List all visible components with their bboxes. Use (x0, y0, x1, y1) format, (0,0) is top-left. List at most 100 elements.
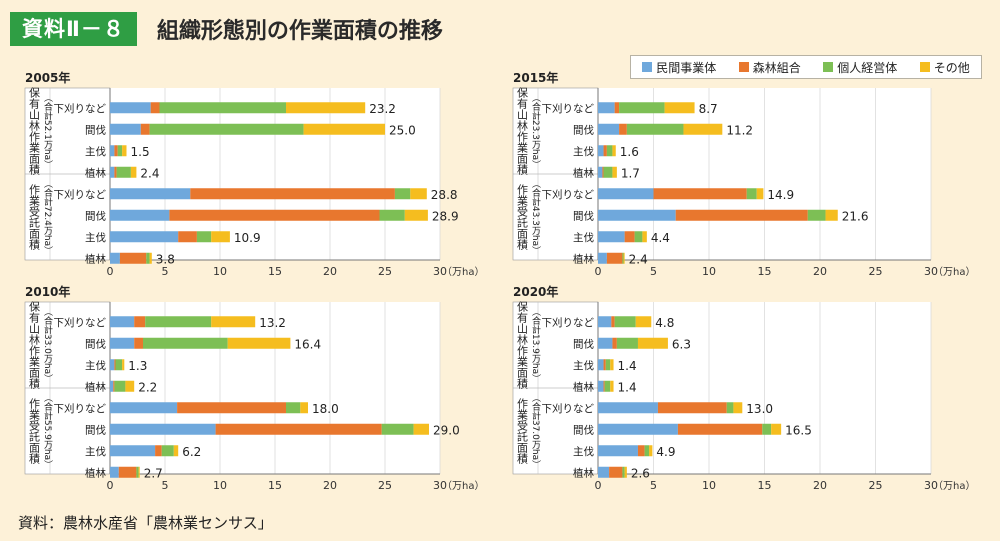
category-label: 間伐 (573, 424, 594, 436)
bar-segment (196, 231, 212, 243)
bar-total-label: 2.2 (138, 380, 157, 394)
bar-segment (614, 316, 636, 328)
bar-segment (610, 380, 614, 392)
bar-segment (178, 231, 197, 243)
bar-segment (150, 102, 160, 114)
bar-segment (110, 316, 135, 328)
category-label: 主伐 (573, 360, 594, 372)
bar-segment (211, 231, 230, 243)
category-label: 下刈りなど (54, 188, 107, 201)
group-label: 保有山林作業面積 (516, 300, 529, 390)
category-label: 植林 (85, 380, 106, 393)
bar-segment (649, 445, 653, 457)
panel-year-label: 2010年 (25, 284, 70, 299)
bar-segment (634, 231, 643, 243)
bar-segment (598, 316, 612, 328)
category-label: 植林 (573, 380, 594, 393)
legend-swatch (823, 62, 834, 72)
bar-segment (614, 102, 620, 114)
bar-segment (603, 359, 606, 371)
bar-total-label: 28.9 (432, 209, 459, 223)
bar-segment (130, 166, 137, 178)
category-label: 下刈りなど (54, 316, 107, 329)
group-label: 作業受託面積 (516, 398, 529, 465)
group-label: 保有山林作業面積 (516, 86, 529, 176)
bar-total-label: 23.2 (369, 102, 396, 116)
bar-segment (612, 145, 616, 157)
category-label: 主伐 (85, 146, 106, 158)
bar-segment (807, 209, 826, 221)
bar-segment (603, 145, 607, 157)
bar-segment (110, 145, 115, 157)
bar-total-label: 8.7 (699, 102, 718, 116)
bar-total-label: 13.0 (746, 402, 773, 416)
bar-segment (598, 166, 603, 178)
source-note: 資料：農林水産省「農林業センサス」 (18, 514, 273, 532)
category-label: 間伐 (85, 424, 106, 436)
bar-segment (136, 466, 139, 478)
x-tick-label: 25 (378, 265, 392, 278)
group-label: 保有山林作業面積 (28, 300, 41, 390)
group-subtotal-label: （合計52.1万ha） (42, 93, 53, 169)
bar-segment (211, 316, 256, 328)
bar-segment (125, 380, 135, 392)
category-label: 下刈りなど (54, 402, 107, 415)
bar-segment (635, 316, 652, 328)
bar-segment (159, 102, 286, 114)
x-tick-label: 20 (813, 265, 827, 278)
bar-segment (134, 337, 143, 349)
bar-segment (603, 166, 613, 178)
bar-segment (215, 423, 382, 435)
bar-segment (177, 402, 286, 414)
bar-segment (604, 380, 611, 392)
bar-segment (598, 145, 604, 157)
bar-segment (756, 188, 764, 200)
bar-segment (379, 209, 405, 221)
bar-segment (612, 166, 617, 178)
bar-segment (642, 231, 647, 243)
bar-segment (598, 423, 678, 435)
x-tick-label: 10 (213, 479, 227, 492)
category-label: 植林 (573, 466, 594, 479)
legend-label: 個人経営体 (837, 60, 898, 75)
x-axis-unit: （万ha） (442, 480, 484, 492)
bar-segment (598, 231, 625, 243)
bar-segment (624, 466, 627, 478)
panel-year-label: 2005年 (25, 70, 70, 85)
bar-segment (303, 123, 385, 135)
bar-segment (149, 252, 152, 264)
bar-segment (610, 359, 614, 371)
group-subtotal-label: （合計13.9万ha） (530, 307, 541, 383)
bar-total-label: 2.4 (629, 252, 648, 266)
bar-total-label: 4.4 (651, 231, 670, 245)
bar-segment (598, 209, 676, 221)
bar-segment (110, 402, 178, 414)
category-label: 植林 (573, 166, 594, 179)
bar-segment (598, 359, 604, 371)
bar-segment (110, 380, 114, 392)
bar-segment (726, 402, 734, 414)
bar-segment (653, 188, 747, 200)
panel-year-label: 2020年 (513, 284, 558, 299)
bar-total-label: 1.4 (618, 380, 637, 394)
x-tick-label: 30 (924, 479, 938, 492)
category-label: 主伐 (85, 360, 106, 372)
bar-total-label: 14.9 (767, 188, 794, 202)
bar-total-label: 6.3 (672, 337, 691, 351)
legend-label: その他 (933, 60, 970, 75)
figure-title: 組織形態別の作業面積の推移 (156, 19, 443, 44)
bar-segment (286, 402, 301, 414)
legend-item-private: 民間事業体 (642, 59, 716, 76)
x-tick-label: 20 (323, 265, 337, 278)
bar-segment (657, 402, 727, 414)
category-label: 主伐 (573, 232, 594, 244)
x-tick-label: 25 (869, 479, 883, 492)
category-label: 植林 (85, 166, 106, 179)
bar-segment (825, 209, 838, 221)
category-label: 下刈りなど (542, 316, 595, 329)
bar-segment (410, 188, 427, 200)
category-label: 主伐 (573, 446, 594, 458)
bar-total-label: 1.6 (620, 145, 639, 159)
x-tick-label: 30 (924, 265, 938, 278)
legend-swatch (738, 62, 749, 72)
